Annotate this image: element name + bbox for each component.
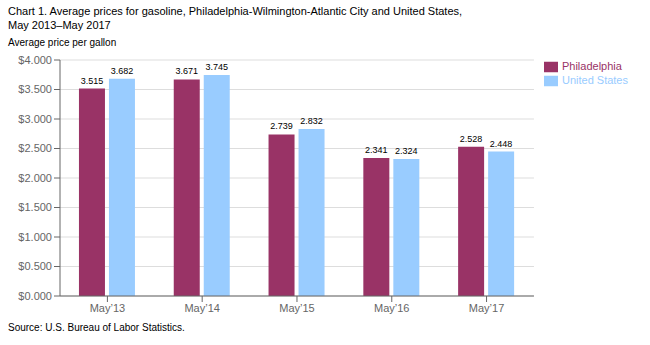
svg-text:$2.000: $2.000 [18,172,52,184]
svg-text:2.341: 2.341 [365,145,388,155]
svg-text:2.324: 2.324 [395,146,418,156]
svg-text:May’16: May’16 [374,302,409,314]
svg-text:$1.000: $1.000 [18,231,52,243]
svg-text:$3.000: $3.000 [18,113,52,125]
svg-text:May’15: May’15 [279,302,314,314]
svg-text:May’14: May’14 [184,302,219,314]
svg-text:$0.500: $0.500 [18,260,52,272]
html-text:United States: United States [562,74,628,87]
html-text:May 2013–May 2017: May 2013–May 2017 [8,19,111,31]
svg-text:2.739: 2.739 [270,121,293,131]
svg-text:$3.500: $3.500 [18,83,52,95]
html-text:Chart 1. Average prices for ga: Chart 1. Average prices for gasoline, Ph… [8,5,463,17]
html-text:Philadelphia: Philadelphia [562,60,622,72]
svg-text:May’17: May’17 [469,302,504,314]
svg-text:$4.000: $4.000 [18,54,52,66]
svg-text:$1.500: $1.500 [18,201,52,213]
html-text:Source: U.S. Bureau of Labor S: Source: U.S. Bureau of Labor Statistics. [8,322,185,333]
svg-text:3.515: 3.515 [81,76,104,86]
svg-text:$0.000: $0.000 [18,290,52,302]
html-text:Average price per gallon: Average price per gallon [8,37,117,48]
svg-text:$2.500: $2.500 [18,142,52,154]
svg-text:3.745: 3.745 [205,62,228,72]
svg-text:2.448: 2.448 [490,139,513,149]
svg-text:3.671: 3.671 [175,66,198,76]
svg-text:3.682: 3.682 [111,66,134,76]
svg-text:2.528: 2.528 [460,134,483,144]
svg-text:2.832: 2.832 [300,116,323,126]
svg-text:May’13: May’13 [90,302,125,314]
